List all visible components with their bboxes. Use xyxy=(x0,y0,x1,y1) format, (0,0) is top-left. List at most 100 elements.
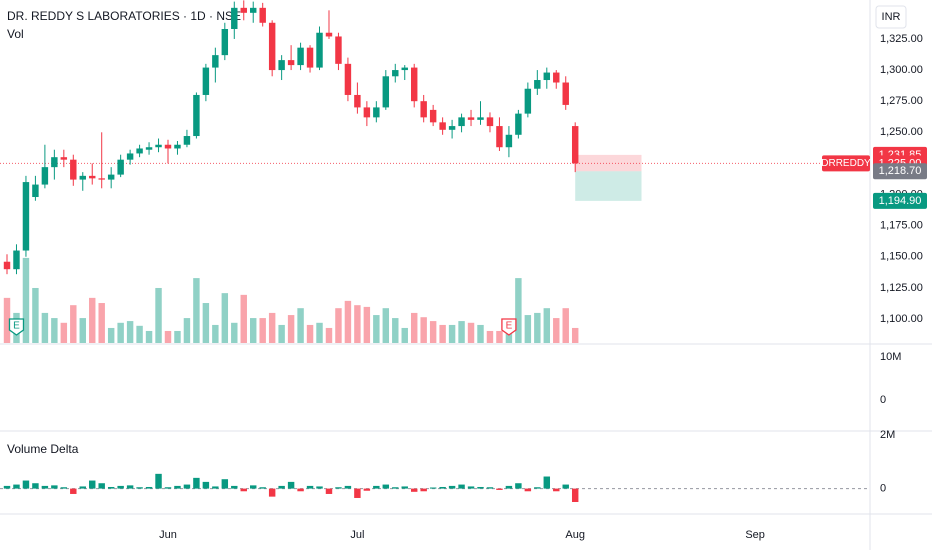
delta-bar xyxy=(363,488,371,491)
delta-bar xyxy=(410,488,418,492)
delta-bar xyxy=(278,485,285,489)
delta-bar xyxy=(107,486,115,489)
volume-bar xyxy=(373,315,380,343)
candle-body xyxy=(543,72,551,81)
candle-body xyxy=(32,184,39,198)
y-tick-label: 1,325.00 xyxy=(880,33,923,45)
volume-bar xyxy=(70,305,77,343)
delta-bar xyxy=(79,486,86,489)
candle-body xyxy=(382,76,390,108)
delta-bar xyxy=(60,487,68,489)
volume-bar xyxy=(335,308,342,343)
candle-body xyxy=(60,157,68,160)
delta-bar xyxy=(448,485,456,489)
volume-bar xyxy=(202,303,210,343)
volume-bar xyxy=(3,297,11,343)
volume-bar xyxy=(571,327,579,343)
volume-bar xyxy=(117,322,124,343)
volume-bar xyxy=(410,312,418,343)
candle-body xyxy=(553,72,560,83)
candle-body xyxy=(259,7,266,23)
volume-bar xyxy=(486,330,494,343)
delta-bar xyxy=(344,485,352,489)
currency-box[interactable] xyxy=(875,5,907,29)
delta-bar xyxy=(287,481,295,489)
candle-body xyxy=(562,82,569,105)
volume-bar xyxy=(259,318,266,343)
delta-bar xyxy=(13,484,20,489)
delta-bar xyxy=(126,485,134,489)
candle-body xyxy=(145,147,153,150)
delta-bar xyxy=(439,486,446,489)
candle-body xyxy=(221,28,229,56)
candle-body xyxy=(268,22,276,71)
delta-bar xyxy=(325,488,333,494)
candle-body xyxy=(477,117,484,120)
candle-body xyxy=(70,159,77,180)
candle-body xyxy=(164,144,172,149)
delta-bar xyxy=(202,481,210,489)
y-tick-label: 1,300.00 xyxy=(880,64,923,76)
y-tick-label: 1,150.00 xyxy=(880,251,923,263)
candle-body xyxy=(325,32,333,37)
x-tick-label: Jul xyxy=(350,529,364,541)
delta-tick-label: 0 xyxy=(880,482,886,494)
earnings-label: E xyxy=(506,321,513,332)
volume-bar xyxy=(155,287,162,343)
delta-bar xyxy=(562,484,569,489)
delta-bar xyxy=(571,488,579,503)
candle-body xyxy=(524,88,532,114)
volume-bar xyxy=(458,321,465,343)
volume-bar xyxy=(448,324,456,343)
candle-body xyxy=(344,63,352,95)
volume-bar xyxy=(515,278,522,343)
delta-bar xyxy=(486,487,494,489)
candle-body xyxy=(335,36,342,64)
chart-title: DR. REDDY S LABORATORIES · 1D · NSE xyxy=(7,9,241,23)
candle-body xyxy=(240,7,247,13)
volume-bar xyxy=(250,318,257,343)
volume-bar xyxy=(420,317,427,343)
delta-bar xyxy=(297,488,304,492)
candle-body xyxy=(505,134,513,148)
volume-title: Vol xyxy=(7,27,24,41)
candle-body xyxy=(306,47,314,68)
volume-bar xyxy=(89,297,96,343)
candle-body xyxy=(401,67,408,71)
candle-body xyxy=(429,109,437,123)
candle-body xyxy=(155,144,162,148)
delta-bar xyxy=(534,487,541,489)
delta-bar xyxy=(429,487,437,489)
candle-body xyxy=(202,67,210,95)
volume-bar xyxy=(136,325,143,343)
volume-bar xyxy=(174,330,181,343)
candle-body xyxy=(354,94,361,108)
volume-bar xyxy=(145,330,153,343)
delta-bar xyxy=(193,477,200,489)
candle-body xyxy=(51,157,58,168)
x-tick-label: Aug xyxy=(565,529,585,541)
earnings-marker xyxy=(501,318,517,336)
delta-bar xyxy=(240,488,247,492)
volume-bar xyxy=(287,315,295,343)
candle-body xyxy=(231,7,238,29)
candle-body xyxy=(250,7,257,13)
candle-body xyxy=(486,117,494,127)
candle-body xyxy=(174,144,181,149)
delta-bar xyxy=(401,486,408,489)
delta-bar xyxy=(268,488,276,497)
volume-bar xyxy=(344,300,352,343)
candle-body xyxy=(89,175,96,179)
delta-bar xyxy=(354,488,361,498)
delta-bar xyxy=(164,487,172,489)
delta-bar xyxy=(136,487,143,489)
currency[interactable]: INR xyxy=(882,11,901,23)
delta-bar xyxy=(373,485,380,489)
price-label: 1,218.70 xyxy=(879,165,922,177)
volume-bar xyxy=(439,324,446,343)
delta-bar xyxy=(231,485,238,489)
delta-bar xyxy=(524,488,532,492)
volume-bar xyxy=(363,306,371,343)
candle-body xyxy=(534,80,541,89)
